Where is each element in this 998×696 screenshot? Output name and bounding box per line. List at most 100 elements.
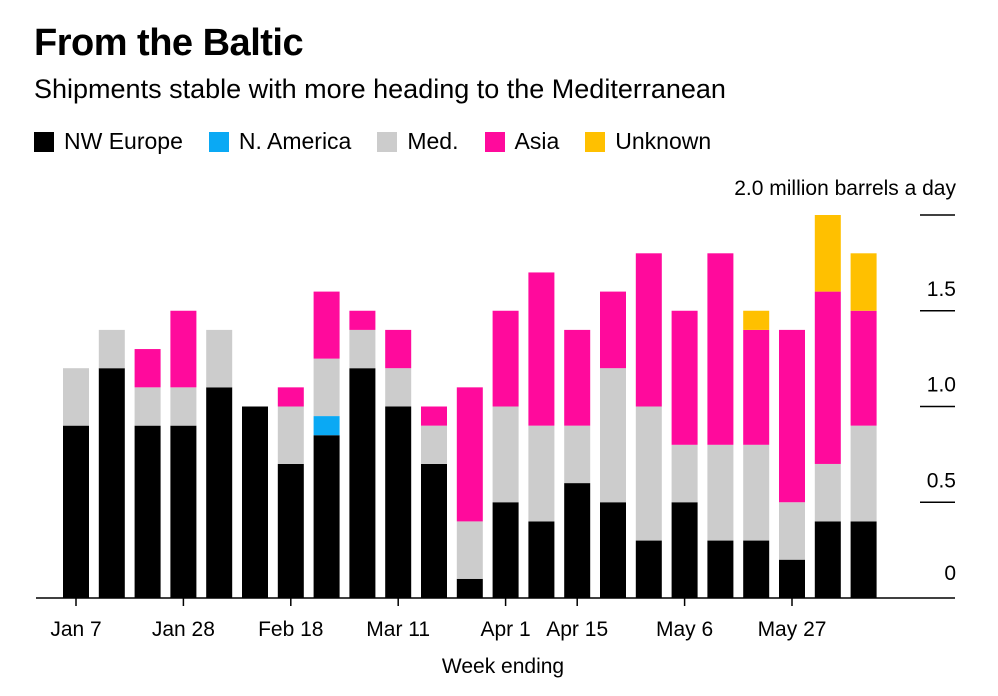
bar-segment [707,444,734,541]
bar-segment [564,483,591,598]
bar-segment [313,358,340,417]
bar-segment [528,272,555,426]
bar-segment [349,329,376,369]
bar-segment [528,425,555,522]
legend-swatch [208,131,229,152]
bar-segment [63,425,89,598]
bar-segment [385,406,412,598]
x-tick-label: Feb 18 [258,618,323,641]
bar-segment [743,444,770,541]
bar-segment [814,215,841,292]
legend-label: Unknown [615,128,712,154]
y-unit-label: 2.0 million barrels a day [734,177,956,200]
bar-segment [98,368,125,598]
bar-segment [349,310,376,330]
legend-item: Med. [377,128,459,155]
bar-segment [492,310,519,407]
bar-segment [134,349,161,388]
bar-segment [600,291,626,369]
bar-segment [635,540,662,598]
y-tick-label: 1.5 [927,278,956,301]
chart-legend: NW Europe N. America Med. Asia Unknown [34,128,737,155]
bar-segment [600,368,626,503]
x-tick-label: Jan 28 [152,618,215,641]
bar-segment [456,521,483,579]
bar-segment [277,406,304,464]
legend-swatch [585,131,606,152]
bar-segment [707,253,734,445]
bar-segment [134,387,161,426]
bar-segment [170,387,197,426]
bar-segment [385,329,412,369]
bar-segment [707,540,734,598]
bar-segment [277,463,304,598]
x-axis: Jan 7 Jan 28 Feb 18 Mar 11 Apr 1 Apr 15 May 6 M… [36,597,955,678]
bar-segment [743,310,770,330]
bar-segment [313,416,340,436]
bar-segment [743,329,770,445]
bar-segment [421,463,447,598]
bar-segment [743,540,770,598]
bar-segment [170,425,197,598]
bar-segment [564,425,591,484]
bar-segment [671,502,698,598]
x-tick-label: May 27 [758,618,827,641]
bar-segment [814,521,841,598]
legend-swatch [484,131,505,152]
legend-swatch [377,131,398,152]
legend-item: N. America [208,128,352,155]
bar-segment [385,368,412,407]
bar-segment [206,329,233,388]
bar-segment [814,463,841,522]
legend-item: NW Europe [34,128,183,155]
bar-segment [242,406,268,598]
bar-segment [456,387,483,522]
bar-segment [850,521,877,598]
bar-segment [779,559,805,598]
bar-segment [635,253,662,407]
x-tick-label: Apr 15 [546,618,608,641]
bar-segment [98,329,125,369]
bar-segment [277,387,304,407]
bar-segment [349,368,376,598]
y-tick-label: 0 [944,562,956,585]
bar-segment [635,406,662,541]
bar-segment [850,310,877,426]
legend-swatch [34,131,54,152]
chart-title: From the Baltic [34,22,304,64]
legend-label: Med. [407,128,459,154]
bar-segment [456,578,483,598]
y-tick-label: 0.5 [927,469,956,492]
legend-label: Asia [514,128,560,154]
x-tick-label: Apr 1 [480,618,530,641]
bar-segment [421,406,447,426]
legend-item: Asia [484,128,560,155]
x-tick-label: Jan 7 [50,618,101,641]
x-tick-label: May 6 [656,618,713,641]
bar-segment [671,444,698,503]
bar-segment [492,406,519,503]
bar-segment [850,425,877,522]
bar-segment [492,502,519,598]
bar-group [63,215,877,598]
chart-subtitle: Shipments stable with more heading to th… [34,74,726,104]
x-tick-label: Mar 11 [366,618,430,641]
bar-segment [134,425,161,598]
y-axis: 0 0.5 1.0 1.5 2.0 million barrels a day [734,177,956,585]
bar-segment [170,310,197,388]
bar-segment [206,387,233,598]
legend-item: Unknown [585,128,711,155]
bar-segment [313,435,340,598]
x-axis-title: Week ending [442,655,564,678]
legend-label: N. America [238,128,352,154]
bar-segment [671,310,698,445]
bar-segment [564,329,591,426]
bar-segment [63,368,89,426]
bar-segment [421,425,447,464]
legend-label: NW Europe [64,128,183,154]
bar-segment [850,253,877,311]
bar-segment [779,329,805,503]
y-tick-label: 1.0 [927,374,956,397]
bar-segment [313,291,340,359]
